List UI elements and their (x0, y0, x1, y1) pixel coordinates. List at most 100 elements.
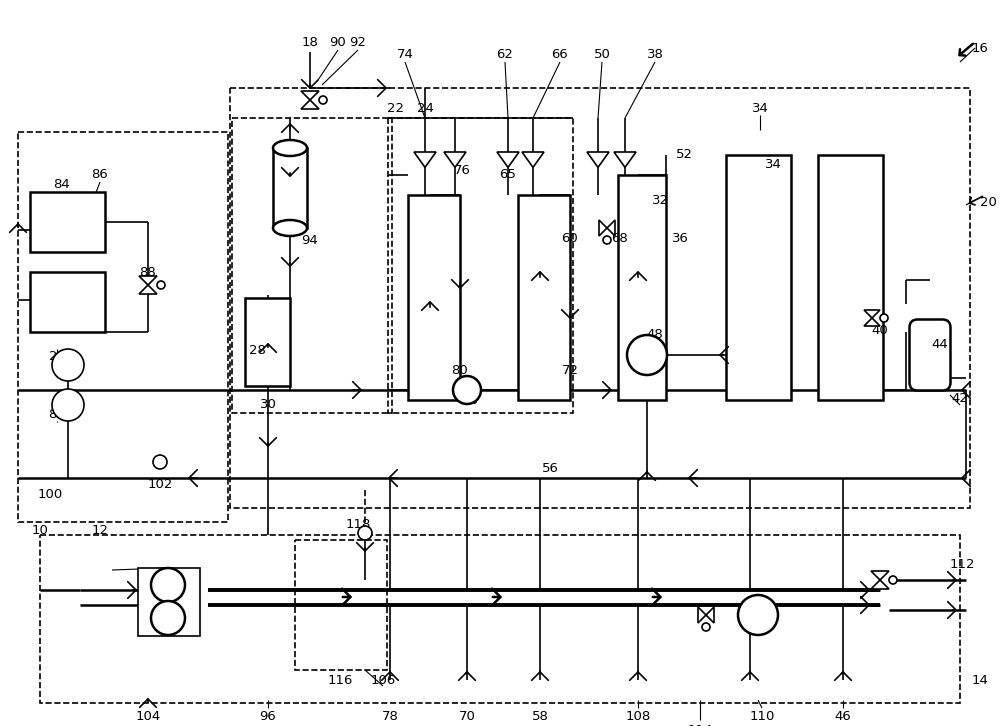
Bar (518, 195, 570, 400)
Polygon shape (587, 152, 609, 168)
Text: 76: 76 (454, 163, 470, 176)
Text: 106: 106 (370, 674, 396, 687)
Text: 16: 16 (972, 41, 988, 54)
Text: 32: 32 (652, 194, 668, 206)
Text: 88: 88 (140, 266, 156, 279)
Polygon shape (698, 607, 706, 623)
Circle shape (889, 576, 897, 584)
Polygon shape (414, 152, 436, 168)
Polygon shape (444, 152, 466, 168)
Text: 46: 46 (835, 709, 851, 722)
Bar (388, 118, 573, 413)
Bar (40, 535, 960, 703)
Bar (138, 568, 200, 636)
Text: 68: 68 (612, 232, 628, 245)
Text: 58: 58 (532, 709, 548, 722)
Polygon shape (301, 100, 319, 109)
Circle shape (358, 526, 372, 540)
Text: 20: 20 (980, 195, 996, 208)
Circle shape (738, 595, 778, 635)
Text: 38: 38 (647, 49, 663, 62)
Circle shape (319, 96, 327, 104)
Circle shape (453, 376, 481, 404)
Text: 66: 66 (552, 49, 568, 62)
Text: 22: 22 (386, 102, 404, 115)
Text: 110: 110 (749, 709, 775, 722)
Circle shape (603, 236, 611, 244)
Text: 12: 12 (92, 523, 108, 537)
Text: 65: 65 (500, 168, 516, 182)
Text: 42: 42 (952, 391, 968, 404)
Bar (230, 88, 970, 508)
Text: 92: 92 (350, 36, 366, 49)
Bar (232, 118, 392, 413)
Circle shape (880, 314, 888, 322)
Bar (245, 298, 290, 386)
Ellipse shape (273, 220, 307, 236)
Text: 82: 82 (49, 409, 65, 422)
Text: 98: 98 (462, 393, 478, 407)
Text: 56: 56 (542, 462, 558, 475)
Polygon shape (706, 607, 714, 623)
Bar (30, 192, 105, 252)
Text: 14: 14 (972, 674, 988, 687)
Text: 10: 10 (32, 523, 48, 537)
Bar (408, 195, 460, 400)
Text: 26: 26 (49, 351, 65, 364)
FancyBboxPatch shape (910, 319, 950, 391)
Text: 108: 108 (625, 709, 651, 722)
Text: 116: 116 (327, 674, 353, 687)
Text: 50: 50 (594, 49, 610, 62)
Text: 74: 74 (397, 49, 413, 62)
Text: 86: 86 (92, 168, 108, 182)
Text: 104: 104 (135, 709, 161, 722)
Polygon shape (522, 152, 544, 168)
Bar (618, 175, 666, 400)
Polygon shape (607, 220, 615, 236)
Text: 40: 40 (872, 324, 888, 336)
Polygon shape (871, 580, 889, 589)
Text: 112: 112 (949, 558, 975, 571)
Text: 94: 94 (302, 234, 318, 247)
Text: 96: 96 (260, 709, 276, 722)
Bar (273, 148, 307, 228)
Circle shape (627, 335, 667, 375)
Text: 34: 34 (765, 158, 781, 171)
Circle shape (52, 349, 84, 381)
Text: 80: 80 (452, 364, 468, 377)
Bar (818, 155, 883, 400)
Text: 78: 78 (382, 709, 398, 722)
Text: 100: 100 (37, 489, 63, 502)
Text: 90: 90 (330, 36, 346, 49)
Polygon shape (497, 152, 519, 168)
Bar (18, 132, 228, 522)
Polygon shape (139, 285, 157, 294)
Text: 28: 28 (249, 343, 265, 356)
Text: 30: 30 (260, 399, 276, 412)
Polygon shape (871, 571, 889, 580)
Circle shape (151, 601, 185, 635)
Text: 102: 102 (147, 478, 173, 492)
Ellipse shape (273, 140, 307, 156)
Text: 34: 34 (752, 102, 768, 115)
Bar (30, 272, 105, 332)
Text: 72: 72 (562, 364, 578, 377)
Text: 44: 44 (932, 338, 948, 351)
Text: 114: 114 (687, 724, 713, 726)
Text: 48: 48 (647, 328, 663, 341)
Polygon shape (864, 318, 880, 326)
Text: 36: 36 (672, 232, 688, 245)
Text: 62: 62 (497, 49, 513, 62)
Circle shape (157, 281, 165, 289)
Text: 18: 18 (302, 36, 318, 49)
Text: 60: 60 (562, 232, 578, 245)
Polygon shape (139, 276, 157, 285)
Text: 84: 84 (54, 179, 70, 192)
Circle shape (151, 568, 185, 602)
Polygon shape (301, 91, 319, 100)
Bar (726, 155, 791, 400)
Circle shape (52, 389, 84, 421)
Polygon shape (599, 220, 607, 236)
Circle shape (702, 623, 710, 631)
Text: 52: 52 (676, 149, 692, 161)
